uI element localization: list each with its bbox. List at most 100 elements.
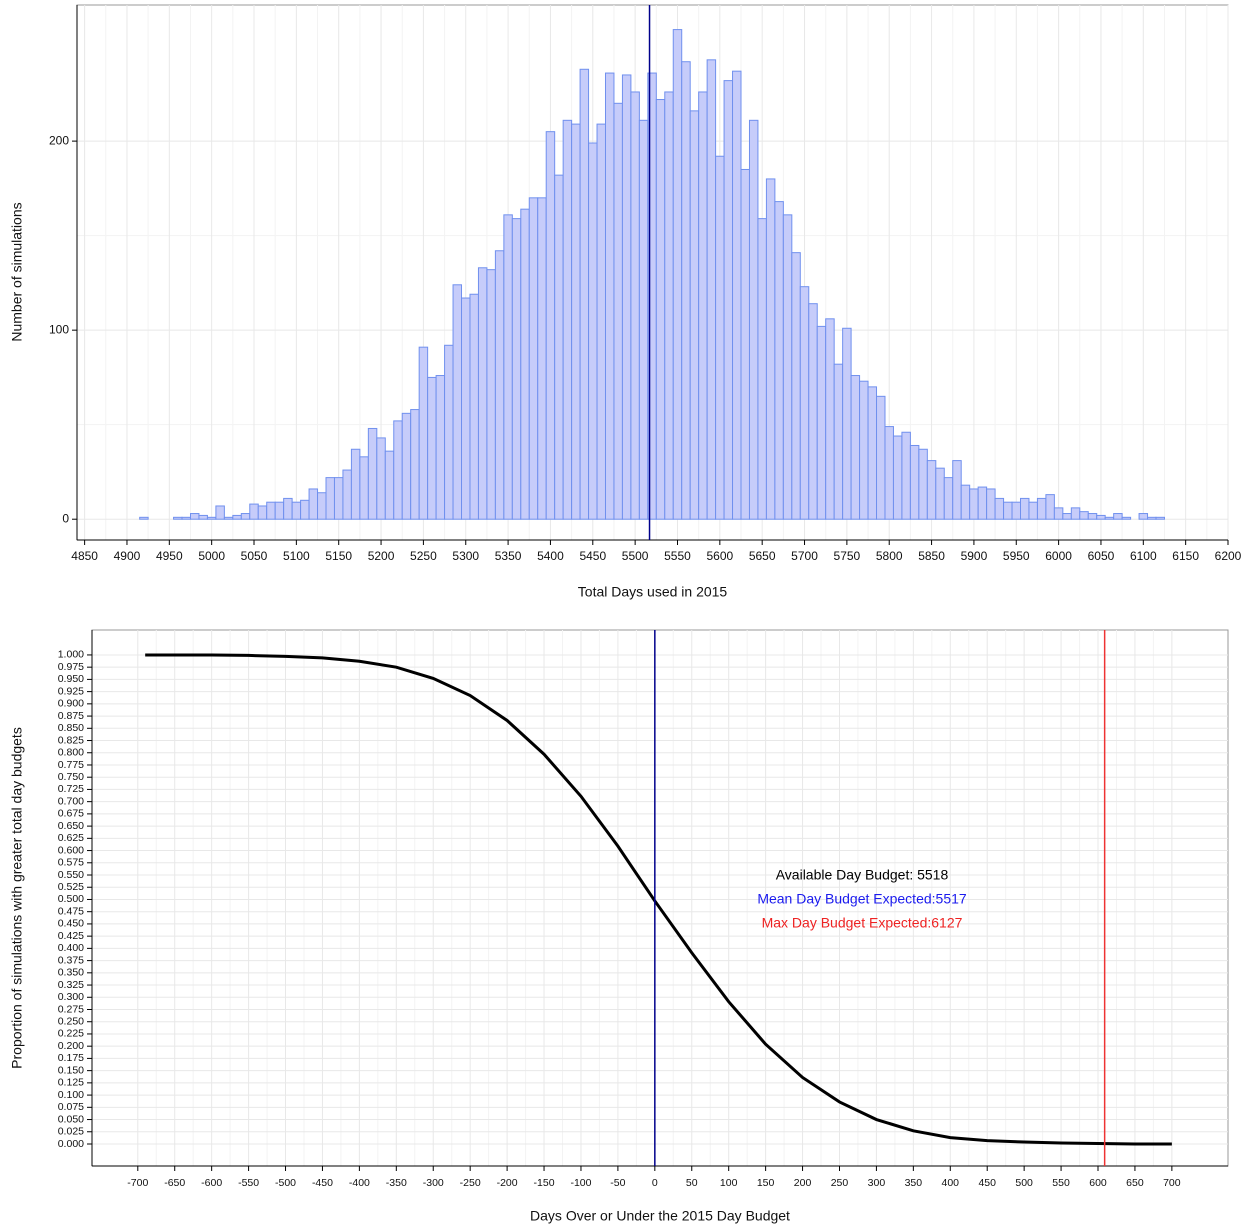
bar: [520, 208, 530, 520]
bar: [333, 477, 344, 520]
bar: [782, 214, 793, 520]
y-tick-label: 0.750: [58, 771, 84, 783]
y-tick-label: 0.600: [58, 844, 84, 856]
bar: [774, 201, 784, 520]
bar: [1019, 497, 1030, 520]
bar: [181, 516, 191, 520]
x-tick-label: 100: [720, 1177, 738, 1189]
y-tick-label: 0: [62, 511, 69, 525]
x-tick-label: 400: [942, 1177, 960, 1189]
bar: [359, 456, 369, 520]
bar: [732, 70, 742, 520]
bar: [528, 197, 539, 520]
x-tick-label: 5000: [198, 549, 225, 563]
y-tick-label: 0.050: [58, 1113, 84, 1125]
bar: [215, 505, 225, 520]
y-tick-label: 0.325: [58, 979, 84, 991]
bar: [588, 142, 598, 520]
plot-area: [91, 629, 1229, 1167]
x-tick-label: 0: [652, 1177, 658, 1189]
x-tick-label: 150: [757, 1177, 775, 1189]
y-tick-label: 0.200: [58, 1040, 84, 1052]
x-tick-label: 4900: [114, 549, 141, 563]
bar: [554, 174, 564, 520]
annotation: Available Day Budget: 5518: [776, 867, 949, 883]
y-tick-label: 0.250: [58, 1016, 84, 1028]
bar: [715, 155, 725, 520]
bar: [1070, 507, 1081, 520]
bar: [1155, 516, 1165, 520]
bar: [257, 505, 268, 520]
y-tick-label: 0.275: [58, 1003, 84, 1015]
bar: [850, 375, 861, 520]
x-tick-label: 350: [905, 1177, 923, 1189]
x-tick-label: -700: [127, 1177, 148, 1189]
bar: [1003, 501, 1013, 520]
bar: [909, 444, 920, 520]
y-tick-label: 0.350: [58, 967, 84, 979]
y-tick-label: 0.675: [58, 808, 84, 820]
y-tick-label: 0.425: [58, 930, 84, 942]
x-tick-label: -200: [497, 1177, 518, 1189]
y-tick-label: 0.775: [58, 759, 84, 771]
bar: [325, 477, 335, 520]
bar: [918, 448, 928, 520]
bar: [401, 412, 412, 520]
bar: [969, 488, 979, 520]
y-tick-label: 0.975: [58, 661, 84, 673]
bar: [1147, 516, 1157, 520]
bar: [367, 427, 378, 520]
x-tick-label: -300: [423, 1177, 444, 1189]
y-tick-label: 0.075: [58, 1101, 84, 1113]
bar: [833, 363, 844, 520]
x-tick-label: 5700: [791, 549, 818, 563]
bar: [393, 420, 403, 520]
bar: [562, 119, 573, 520]
bar: [579, 68, 590, 520]
bar: [198, 514, 208, 520]
x-tick-label: 6150: [1172, 549, 1199, 563]
bar: [511, 218, 522, 520]
bar: [613, 102, 623, 520]
y-tick-label: 200: [49, 133, 69, 147]
bar: [748, 119, 759, 520]
bar: [977, 486, 988, 520]
x-axis-label: Total Days used in 2015: [578, 584, 728, 600]
bar: [681, 61, 691, 520]
bar: [994, 497, 1005, 520]
bar: [189, 513, 200, 520]
bar: [1104, 516, 1115, 520]
bar: [494, 250, 505, 520]
y-tick-label: 0.175: [58, 1052, 84, 1064]
bar: [274, 501, 285, 520]
y-tick-label: 0.700: [58, 795, 84, 807]
y-tick-label: 0.575: [58, 857, 84, 869]
x-tick-label: -500: [275, 1177, 296, 1189]
x-tick-label: 5600: [706, 549, 733, 563]
y-tick-label: 0.225: [58, 1028, 84, 1040]
x-tick-label: -50: [610, 1177, 625, 1189]
bar: [240, 513, 251, 520]
x-tick-label: 200: [794, 1177, 812, 1189]
bar: [1053, 507, 1064, 520]
x-tick-label: 5150: [325, 549, 352, 563]
y-tick-label: 0.525: [58, 881, 84, 893]
y-tick-label: 100: [49, 322, 69, 336]
bar: [698, 91, 708, 520]
bar: [867, 386, 878, 520]
y-tick-label: 0.875: [58, 710, 84, 722]
bar: [418, 346, 429, 520]
y-tick-label: 0.400: [58, 942, 84, 954]
y-tick-label: 0.950: [58, 673, 84, 685]
y-tick-label: 0.125: [58, 1077, 84, 1089]
bar: [249, 503, 259, 520]
bar: [630, 91, 640, 520]
y-tick-label: 0.450: [58, 918, 84, 930]
bar: [825, 318, 835, 520]
bar: [1079, 511, 1089, 520]
bar: [672, 29, 683, 520]
x-tick-label: -350: [386, 1177, 407, 1189]
x-tick-label: 5200: [368, 549, 395, 563]
bar: [960, 484, 971, 520]
